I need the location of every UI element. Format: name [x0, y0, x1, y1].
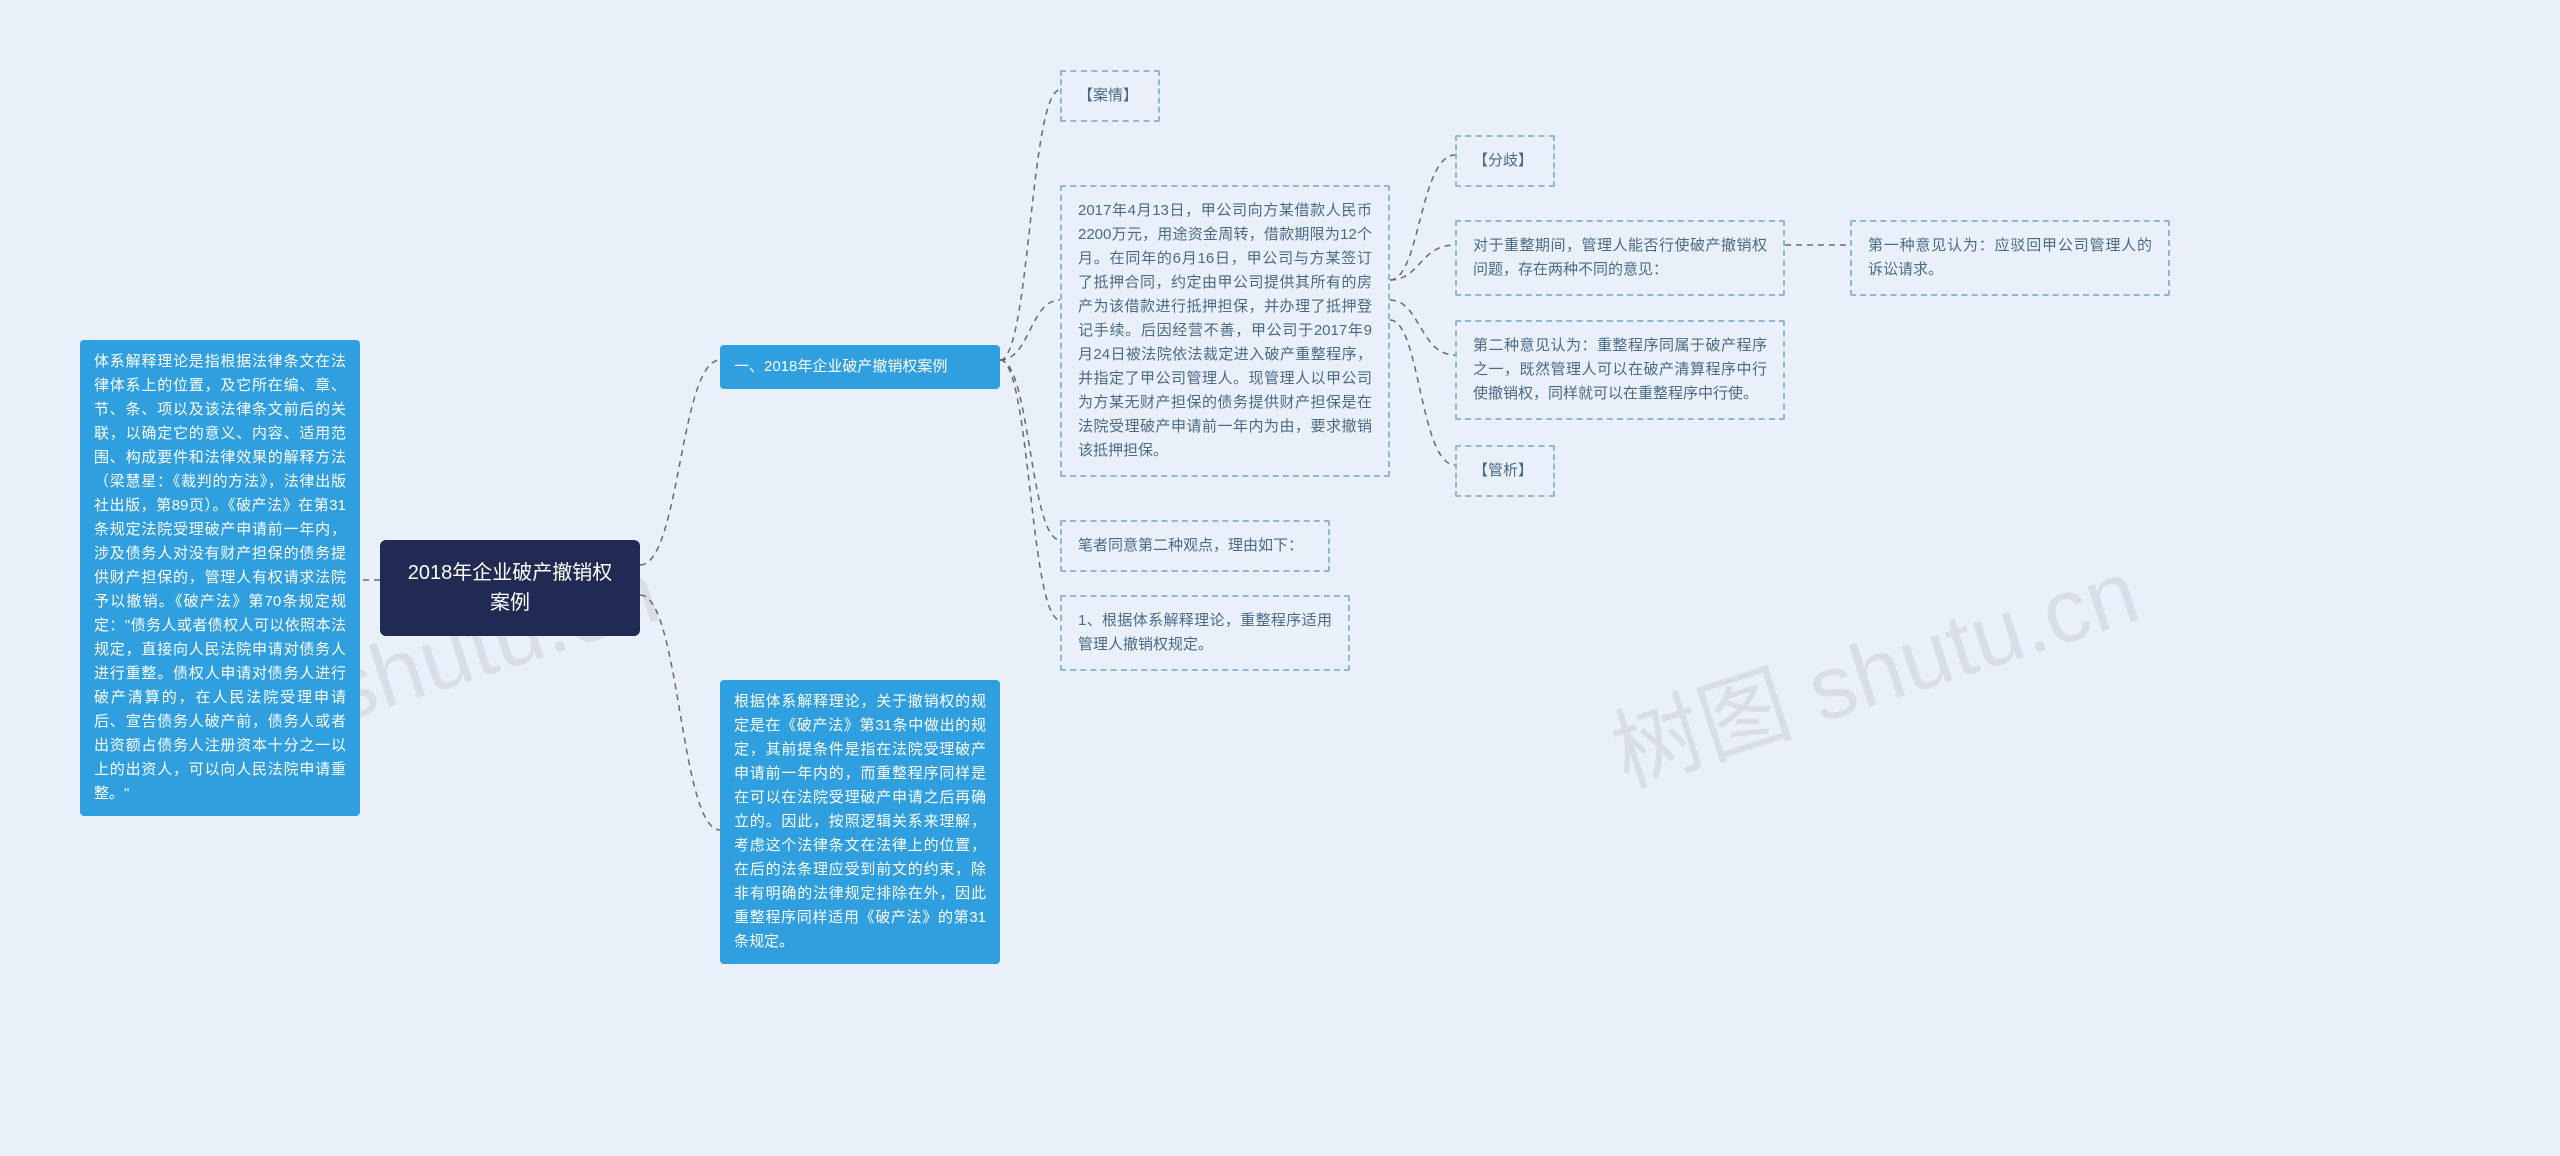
left-explanation-node[interactable]: 体系解释理论是指根据法律条文在法律体系上的位置，及它所在编、章、节、条、项以及该… [80, 340, 360, 816]
dispute-label-node[interactable]: 【分歧】 [1455, 135, 1555, 187]
conn-section-caselabel [1000, 90, 1060, 360]
conn-root-interp [640, 595, 720, 830]
opinion1-node[interactable]: 第一种意见认为：应驳回甲公司管理人的诉讼请求。 [1850, 220, 2170, 296]
conn-case-dispintro [1390, 245, 1455, 280]
conn-case-displabel [1390, 155, 1455, 280]
interpretation-node[interactable]: 根据体系解释理论，关于撤销权的规定是在《破产法》第31条中做出的规定，其前提条件… [720, 680, 1000, 964]
opinion2-node[interactable]: 第二种意见认为：重整程序同属于破产程序之一，既然管理人可以在破产清算程序中行使撤… [1455, 320, 1785, 420]
case-label-node[interactable]: 【案情】 [1060, 70, 1160, 122]
section-title-node[interactable]: 一、2018年企业破产撤销权案例 [720, 345, 1000, 389]
conn-case-analysislabel [1390, 320, 1455, 465]
dispute-intro-node[interactable]: 对于重整期间，管理人能否行使破产撤销权问题，存在两种不同的意见： [1455, 220, 1785, 296]
conn-section-reason1 [1000, 360, 1060, 620]
root-node[interactable]: 2018年企业破产撤销权案例 [380, 540, 640, 636]
conn-section-author [1000, 360, 1060, 540]
reason1-node[interactable]: 1、根据体系解释理论，重整程序适用管理人撤销权规定。 [1060, 595, 1350, 671]
author-view-node[interactable]: 笔者同意第二种观点，理由如下： [1060, 520, 1330, 572]
conn-section-casebody [1000, 300, 1060, 360]
conn-root-section [640, 360, 720, 565]
conn-case-opinion2 [1390, 300, 1455, 355]
case-body-node[interactable]: 2017年4月13日，甲公司向方某借款人民币2200万元，用途资金周转，借款期限… [1060, 185, 1390, 477]
watermark-2: 树图 shutu.cn [1593, 519, 2152, 811]
analysis-label-node[interactable]: 【管析】 [1455, 445, 1555, 497]
